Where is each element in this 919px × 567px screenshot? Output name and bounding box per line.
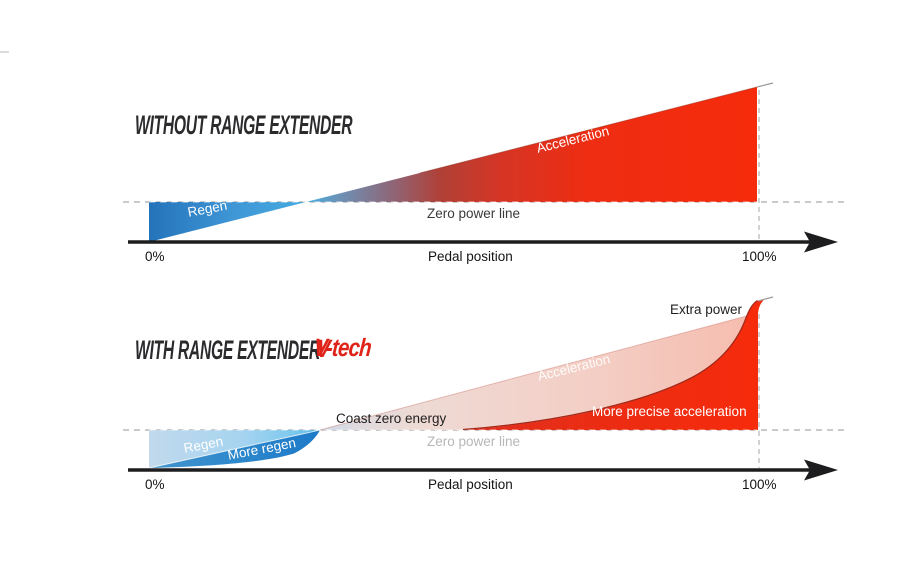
more-precise-acceleration-area [463,300,764,430]
x-axis-label-top: Pedal position [428,249,513,264]
extra-power-tail [757,296,774,302]
chart-title-without-range-extender: WITHOUT RANGE EXTENDER [135,110,353,140]
more-regen-area [149,430,320,468]
x-tick-0-top: 0% [145,249,165,264]
vtech-logo-v-stroke: V [315,335,331,363]
x-axis-arrow-bottom-icon [804,459,838,481]
zero-power-line-label-bottom: Zero power line [427,434,521,449]
x-axis-arrow-top-icon [804,231,838,253]
coast-zero-energy-label: Coast zero energy [336,411,447,426]
chart-title-with-range-extender: WITH RANGE EXTENDER [135,335,321,365]
more-precise-acceleration-label: More precise acceleration [592,404,747,419]
more-precise-curve-edge [462,299,758,431]
vtech-logo: V V-tech [313,334,372,363]
acceleration-reference-edge [319,312,759,431]
power-area-top [149,87,757,242]
x-axis-label-bottom: Pedal position [428,477,513,492]
extra-power-label: Extra power [670,302,743,317]
x-tick-100-bottom: 100% [742,477,777,492]
x-tick-0-bottom: 0% [145,477,165,492]
power-line-tail-top [756,82,774,88]
power-line-edge-top [419,86,758,174]
x-tick-100-top: 100% [742,249,777,264]
page-edge-divider [0,51,9,53]
zero-power-line-label-top: Zero power line [427,206,521,221]
